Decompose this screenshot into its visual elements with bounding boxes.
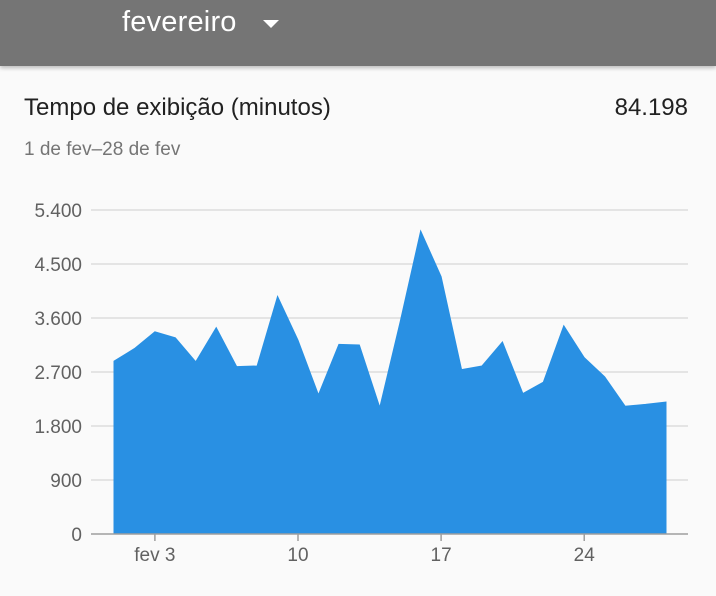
month-dropdown-label: fevereiro [122,5,237,38]
app-header: fevereiro [0,0,716,66]
date-range: 1 de fev–28 de fev [24,139,181,160]
y-tick-label: 4.500 [34,255,82,276]
y-tick-label: 3.600 [34,309,82,330]
x-tick-label: 17 [431,545,452,566]
y-tick-label: 1.800 [34,417,82,438]
x-tick-label: 24 [574,545,596,566]
metric-title: Tempo de exibição (minutos) [24,94,331,121]
metric-total: 84.198 [614,94,688,121]
x-tick-label: 10 [287,545,308,566]
y-tick-label: 5.400 [34,201,82,222]
month-dropdown[interactable]: fevereiro [122,2,279,42]
area-series [113,229,667,535]
y-tick-label: 2.700 [34,363,82,384]
caret-down-icon [262,20,279,28]
y-tick-label: 900 [50,471,82,492]
x-tick-label: fev 3 [134,545,175,566]
y-tick-label: 0 [71,525,82,546]
